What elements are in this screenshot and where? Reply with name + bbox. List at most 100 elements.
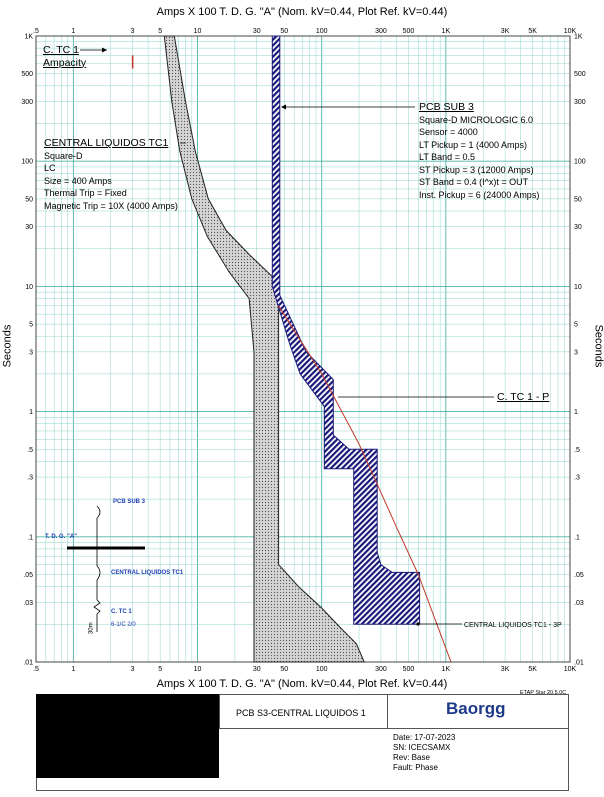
pcb-sub3-band bbox=[271, 35, 421, 625]
x-tick-label-top: 50 bbox=[280, 28, 288, 35]
callout-lines bbox=[67, 47, 494, 632]
x-tick-label-bottom: 1 bbox=[71, 666, 75, 673]
x-tick-label-top: 30 bbox=[253, 28, 261, 35]
x-tick-label-bottom: 100 bbox=[316, 666, 328, 673]
x-tick-label-bottom: 5 bbox=[158, 666, 162, 673]
central-3p-dot bbox=[416, 622, 420, 626]
central-liquidos-band bbox=[163, 35, 365, 663]
footer-fault: Fault: Phase bbox=[393, 763, 438, 772]
footer-rev: Rev: Base bbox=[393, 753, 430, 762]
ctc1-annotation: C. TC 1 Ampacity bbox=[43, 44, 86, 69]
y-tick-label-right: 10 bbox=[574, 284, 582, 291]
oneline-bus-label: T. D. G. "A" bbox=[45, 534, 78, 540]
pcb-sub3-arrow bbox=[281, 104, 286, 110]
y-axis-label-left: Seconds bbox=[1, 324, 14, 368]
y-tick-label-left: .5 bbox=[27, 447, 33, 454]
y-tick-label-right: .3 bbox=[574, 475, 580, 482]
y-tick-label-right: 100 bbox=[574, 159, 586, 166]
oneline-cable-spec: 6-1/C 2/0 bbox=[111, 622, 136, 628]
y-tick-label-left: 1 bbox=[29, 409, 33, 416]
x-tick-label-top: 1K bbox=[442, 28, 451, 35]
ctc1-sub: Ampacity bbox=[43, 56, 87, 69]
central-line-1: LC bbox=[44, 163, 56, 173]
y-tick-label-right: 1 bbox=[574, 409, 578, 416]
y-tick-label-right: .5 bbox=[574, 447, 580, 454]
x-tick-label-top: 10K bbox=[564, 28, 577, 35]
y-tick-label-left: 300 bbox=[21, 99, 33, 106]
x-tick-label-bottom: 5K bbox=[528, 666, 537, 673]
x-tick-label-top: 5 bbox=[158, 28, 162, 35]
central-line-4: Magnetic Trip = 10X (4000 Amps) bbox=[44, 200, 178, 211]
pcb-sub3-title: PCB SUB 3 bbox=[419, 101, 474, 113]
y-tick-label-left: .05 bbox=[23, 572, 33, 579]
top-title: Amps X 100 T. D. G. "A" (Nom. kV=0.44, P… bbox=[156, 6, 448, 18]
x-tick-label-bottom: 30 bbox=[253, 666, 261, 673]
y-tick-label-right: 5 bbox=[574, 322, 578, 329]
x-tick-label-bottom: 50 bbox=[280, 666, 288, 673]
project-name: PCB S3-CENTRAL LIQUIDOS 1 bbox=[236, 708, 366, 718]
y-axis-label-right: Seconds bbox=[592, 324, 604, 368]
pcb-line-2: LT Pickup = 1 (4000 Amps) bbox=[419, 139, 527, 150]
y-tick-label-left: 30 bbox=[25, 224, 33, 231]
x-tick-label-bottom: 3K bbox=[501, 666, 510, 673]
y-tick-label-left: .01 bbox=[23, 660, 33, 667]
pcb-line-1: Sensor = 4000 bbox=[419, 127, 478, 137]
x-tick-label-bottom: 10K bbox=[564, 666, 577, 673]
y-tick-label-left: .3 bbox=[27, 475, 33, 482]
logo-cell bbox=[387, 694, 569, 729]
central-breaker-symbol bbox=[96, 565, 101, 581]
oneline-length: 30m bbox=[88, 622, 95, 635]
pcb-sub3-annotation: PCB SUB 3 Square-D MICROLOGIC 6.0 Sensor… bbox=[419, 101, 539, 201]
oneline-cable-label: C. TC 1 bbox=[111, 609, 132, 615]
footer-date: Date: 17-07-2023 bbox=[393, 733, 456, 742]
oneline-breaker-label: CENTRAL LIQUIDOS TC1 bbox=[111, 570, 184, 576]
pcb-line-0: Square-D MICROLOGIC 6.0 bbox=[419, 114, 534, 125]
pcb-breaker-symbol bbox=[96, 505, 101, 519]
footer-sn: SN: ICECSAMX bbox=[393, 743, 451, 752]
ctc1-arrow bbox=[102, 47, 107, 53]
pcb-line-3: LT Band = 0.5 bbox=[419, 152, 475, 162]
footer-meta: Date: 17-07-2023 SN: ICECSAMX Rev: Base … bbox=[393, 733, 455, 773]
y-tick-label-left: 5 bbox=[29, 322, 33, 329]
ctc1-p-curve bbox=[278, 305, 452, 663]
x-tick-label-top: 500 bbox=[403, 28, 415, 35]
central-line-0: Square-D bbox=[44, 150, 83, 161]
x-tick-label-bottom: 1K bbox=[442, 666, 451, 673]
redacted-block bbox=[36, 694, 219, 778]
central-annotation: CENTRAL LIQUIDOS TC1 Square-D LC Size = … bbox=[44, 137, 178, 212]
x-tick-label-top: 100 bbox=[316, 28, 328, 35]
x-tick-label-top: 10 bbox=[194, 28, 202, 35]
tick-labels: .5 .5 1 1 3 3 5 5 10 10 30 30 50 50 100 100 300 300 500 500… bbox=[21, 28, 585, 673]
y-tick-label-right: 50 bbox=[574, 196, 582, 203]
x-tick-label-bottom: 300 bbox=[375, 666, 387, 673]
ctc1p-label: C. TC 1 - P bbox=[497, 391, 550, 403]
bottom-title: Amps X 100 T. D. G. "A" (Nom. kV=0.44, P… bbox=[156, 678, 448, 690]
y-tick-label-right: 3 bbox=[574, 349, 578, 356]
y-tick-label-left: 100 bbox=[21, 159, 33, 166]
x-tick-label-top: 5K bbox=[528, 28, 537, 35]
y-tick-label-right: 30 bbox=[574, 224, 582, 231]
pcb-line-4: ST Pickup = 3 (12000 Amps) bbox=[419, 164, 534, 175]
x-tick-label-top: 3K bbox=[501, 28, 510, 35]
y-tick-label-left: .03 bbox=[23, 600, 33, 607]
pcb-line-5: ST Band = 0.4 (I^x)t = OUT bbox=[419, 177, 529, 187]
pcb-line-6: Inst. Pickup = 6 (24000 Amps) bbox=[419, 189, 540, 200]
cable-symbol bbox=[93, 599, 101, 632]
central-title: CENTRAL LIQUIDOS TC1 bbox=[44, 137, 169, 149]
ctc1-title: C. TC 1 bbox=[43, 44, 79, 56]
x-tick-label-top: 300 bbox=[375, 28, 387, 35]
y-tick-label-left: .1 bbox=[27, 534, 33, 541]
x-tick-label-bottom: 10 bbox=[194, 666, 202, 673]
oneline-pcb-label: PCB SUB 3 bbox=[113, 499, 146, 505]
y-tick-label-right: .1 bbox=[574, 534, 580, 541]
x-tick-label-top: 3 bbox=[131, 28, 135, 35]
y-tick-label-left: 500 bbox=[21, 71, 33, 78]
y-tick-label-left: 1K bbox=[24, 34, 33, 41]
y-tick-label-right: .03 bbox=[574, 600, 584, 607]
x-tick-label-bottom: .5 bbox=[33, 666, 39, 673]
x-tick-label-top: .5 bbox=[33, 28, 39, 35]
x-tick-label-top: 1 bbox=[71, 28, 75, 35]
central-line-3: Thermal Trip = Fixed bbox=[44, 188, 127, 198]
logo-text: Baorgg bbox=[446, 699, 506, 718]
series-layer bbox=[131, 35, 452, 663]
